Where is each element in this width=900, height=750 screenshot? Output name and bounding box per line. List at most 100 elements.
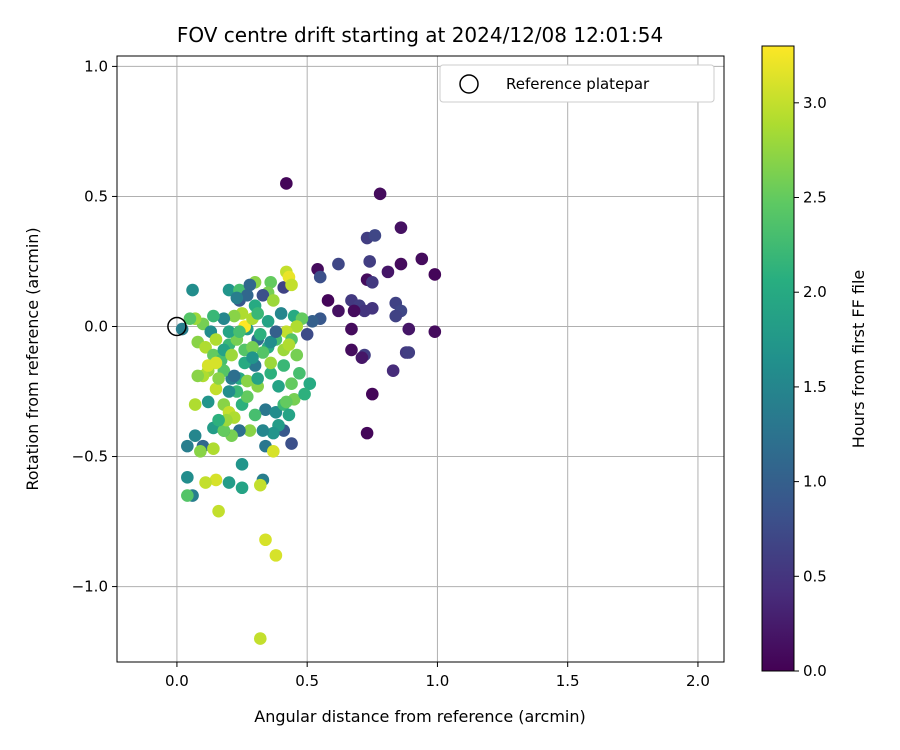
data-point: [415, 252, 429, 266]
data-point: [227, 309, 241, 323]
data-point: [188, 429, 202, 443]
data-point: [313, 270, 327, 284]
data-point: [256, 424, 270, 437]
data-point: [386, 364, 400, 378]
data-point: [259, 403, 272, 417]
data-point: [227, 369, 241, 383]
data-point: [253, 327, 267, 341]
data-point: [285, 377, 298, 391]
data-point: [402, 346, 416, 359]
data-point: [251, 372, 264, 385]
legend-box: [439, 64, 715, 103]
data-point: [363, 255, 376, 268]
data-point: [256, 346, 270, 359]
data-point: [306, 314, 319, 328]
x-tick-label: 1.5: [556, 672, 580, 690]
data-point: [201, 359, 215, 372]
data-point: [253, 632, 267, 645]
data-point: [267, 294, 280, 307]
data-point: [235, 481, 249, 495]
data-point: [332, 257, 345, 271]
data-point: [293, 367, 306, 380]
data-point: [186, 283, 199, 297]
data-point: [394, 257, 408, 271]
data-point: [264, 367, 278, 380]
reference-marker: [167, 316, 187, 337]
data-point: [230, 291, 244, 305]
data-point: [248, 408, 262, 422]
data-point: [246, 351, 259, 364]
data-points: [175, 177, 442, 645]
data-point: [256, 288, 270, 302]
data-point: [194, 445, 207, 458]
data-point: [282, 338, 296, 351]
x-tick-label: 1.0: [426, 672, 450, 690]
data-point: [368, 229, 382, 242]
data-point: [243, 278, 257, 292]
colorbar-tick-label: 0.5: [803, 567, 827, 585]
data-point: [264, 356, 278, 370]
data-point: [240, 390, 254, 404]
data-point: [345, 343, 358, 357]
data-point: [217, 424, 231, 437]
data-point: [360, 426, 374, 440]
data-point: [267, 445, 280, 458]
data-point: [290, 320, 304, 333]
data-point: [233, 325, 246, 338]
data-point: [366, 275, 379, 289]
data-point: [253, 478, 267, 492]
data-point: [298, 387, 311, 401]
data-point: [269, 325, 283, 338]
data-point: [207, 309, 220, 323]
data-point: [269, 549, 283, 562]
colorbar: 0.0 0.5 1.0 1.5 2.0 2.5 3.0 Hours from first F…: [761, 45, 868, 680]
data-point: [222, 385, 236, 398]
colorbar-label: Hours from first FF file: [849, 270, 868, 449]
y-axis-label: Rotation from reference (arcmin): [23, 227, 42, 490]
data-point: [282, 408, 296, 422]
y-tick-label: 1.0: [84, 57, 108, 75]
x-tick-label: 0.0: [165, 672, 189, 690]
data-point: [321, 294, 335, 307]
data-point: [183, 312, 197, 325]
colorbar-gradient: [761, 45, 795, 672]
data-point: [201, 395, 215, 409]
x-tick-label: 2.0: [686, 672, 710, 690]
data-point: [347, 304, 361, 318]
data-point: [345, 322, 358, 336]
data-point: [251, 307, 264, 320]
data-point: [212, 372, 225, 385]
x-tick-label: 0.5: [295, 672, 319, 690]
data-point: [209, 333, 223, 346]
colorbar-tick-label: 2.5: [803, 189, 827, 207]
data-point: [300, 327, 314, 341]
data-point: [280, 177, 293, 190]
plot-frame: [116, 55, 725, 663]
data-point: [303, 377, 317, 391]
data-point: [355, 351, 369, 364]
data-point: [259, 533, 272, 547]
colorbar-ticks: 0.0 0.5 1.0 1.5 2.0 2.5 3.0: [794, 94, 827, 680]
data-point: [235, 458, 249, 471]
data-point: [199, 340, 212, 354]
data-point: [381, 265, 395, 279]
data-point: [191, 369, 205, 383]
data-point: [240, 288, 254, 302]
data-point: [428, 325, 442, 338]
data-point: [274, 307, 288, 320]
data-point: [207, 442, 220, 456]
data-point: [366, 301, 379, 315]
data-point: [261, 314, 275, 328]
data-point: [332, 304, 345, 318]
data-point: [243, 424, 257, 437]
colorbar-tick-label: 0.0: [803, 662, 827, 680]
data-point: [269, 406, 283, 419]
y-axis-ticks: −1.0 −0.5 0.0 0.5 1.0: [72, 57, 117, 596]
chart-title: FOV centre drift starting at 2024/12/08 …: [177, 23, 663, 47]
data-point: [240, 374, 254, 388]
data-point: [209, 473, 223, 487]
data-point: [264, 335, 278, 349]
legend-marker-icon: [459, 74, 479, 94]
